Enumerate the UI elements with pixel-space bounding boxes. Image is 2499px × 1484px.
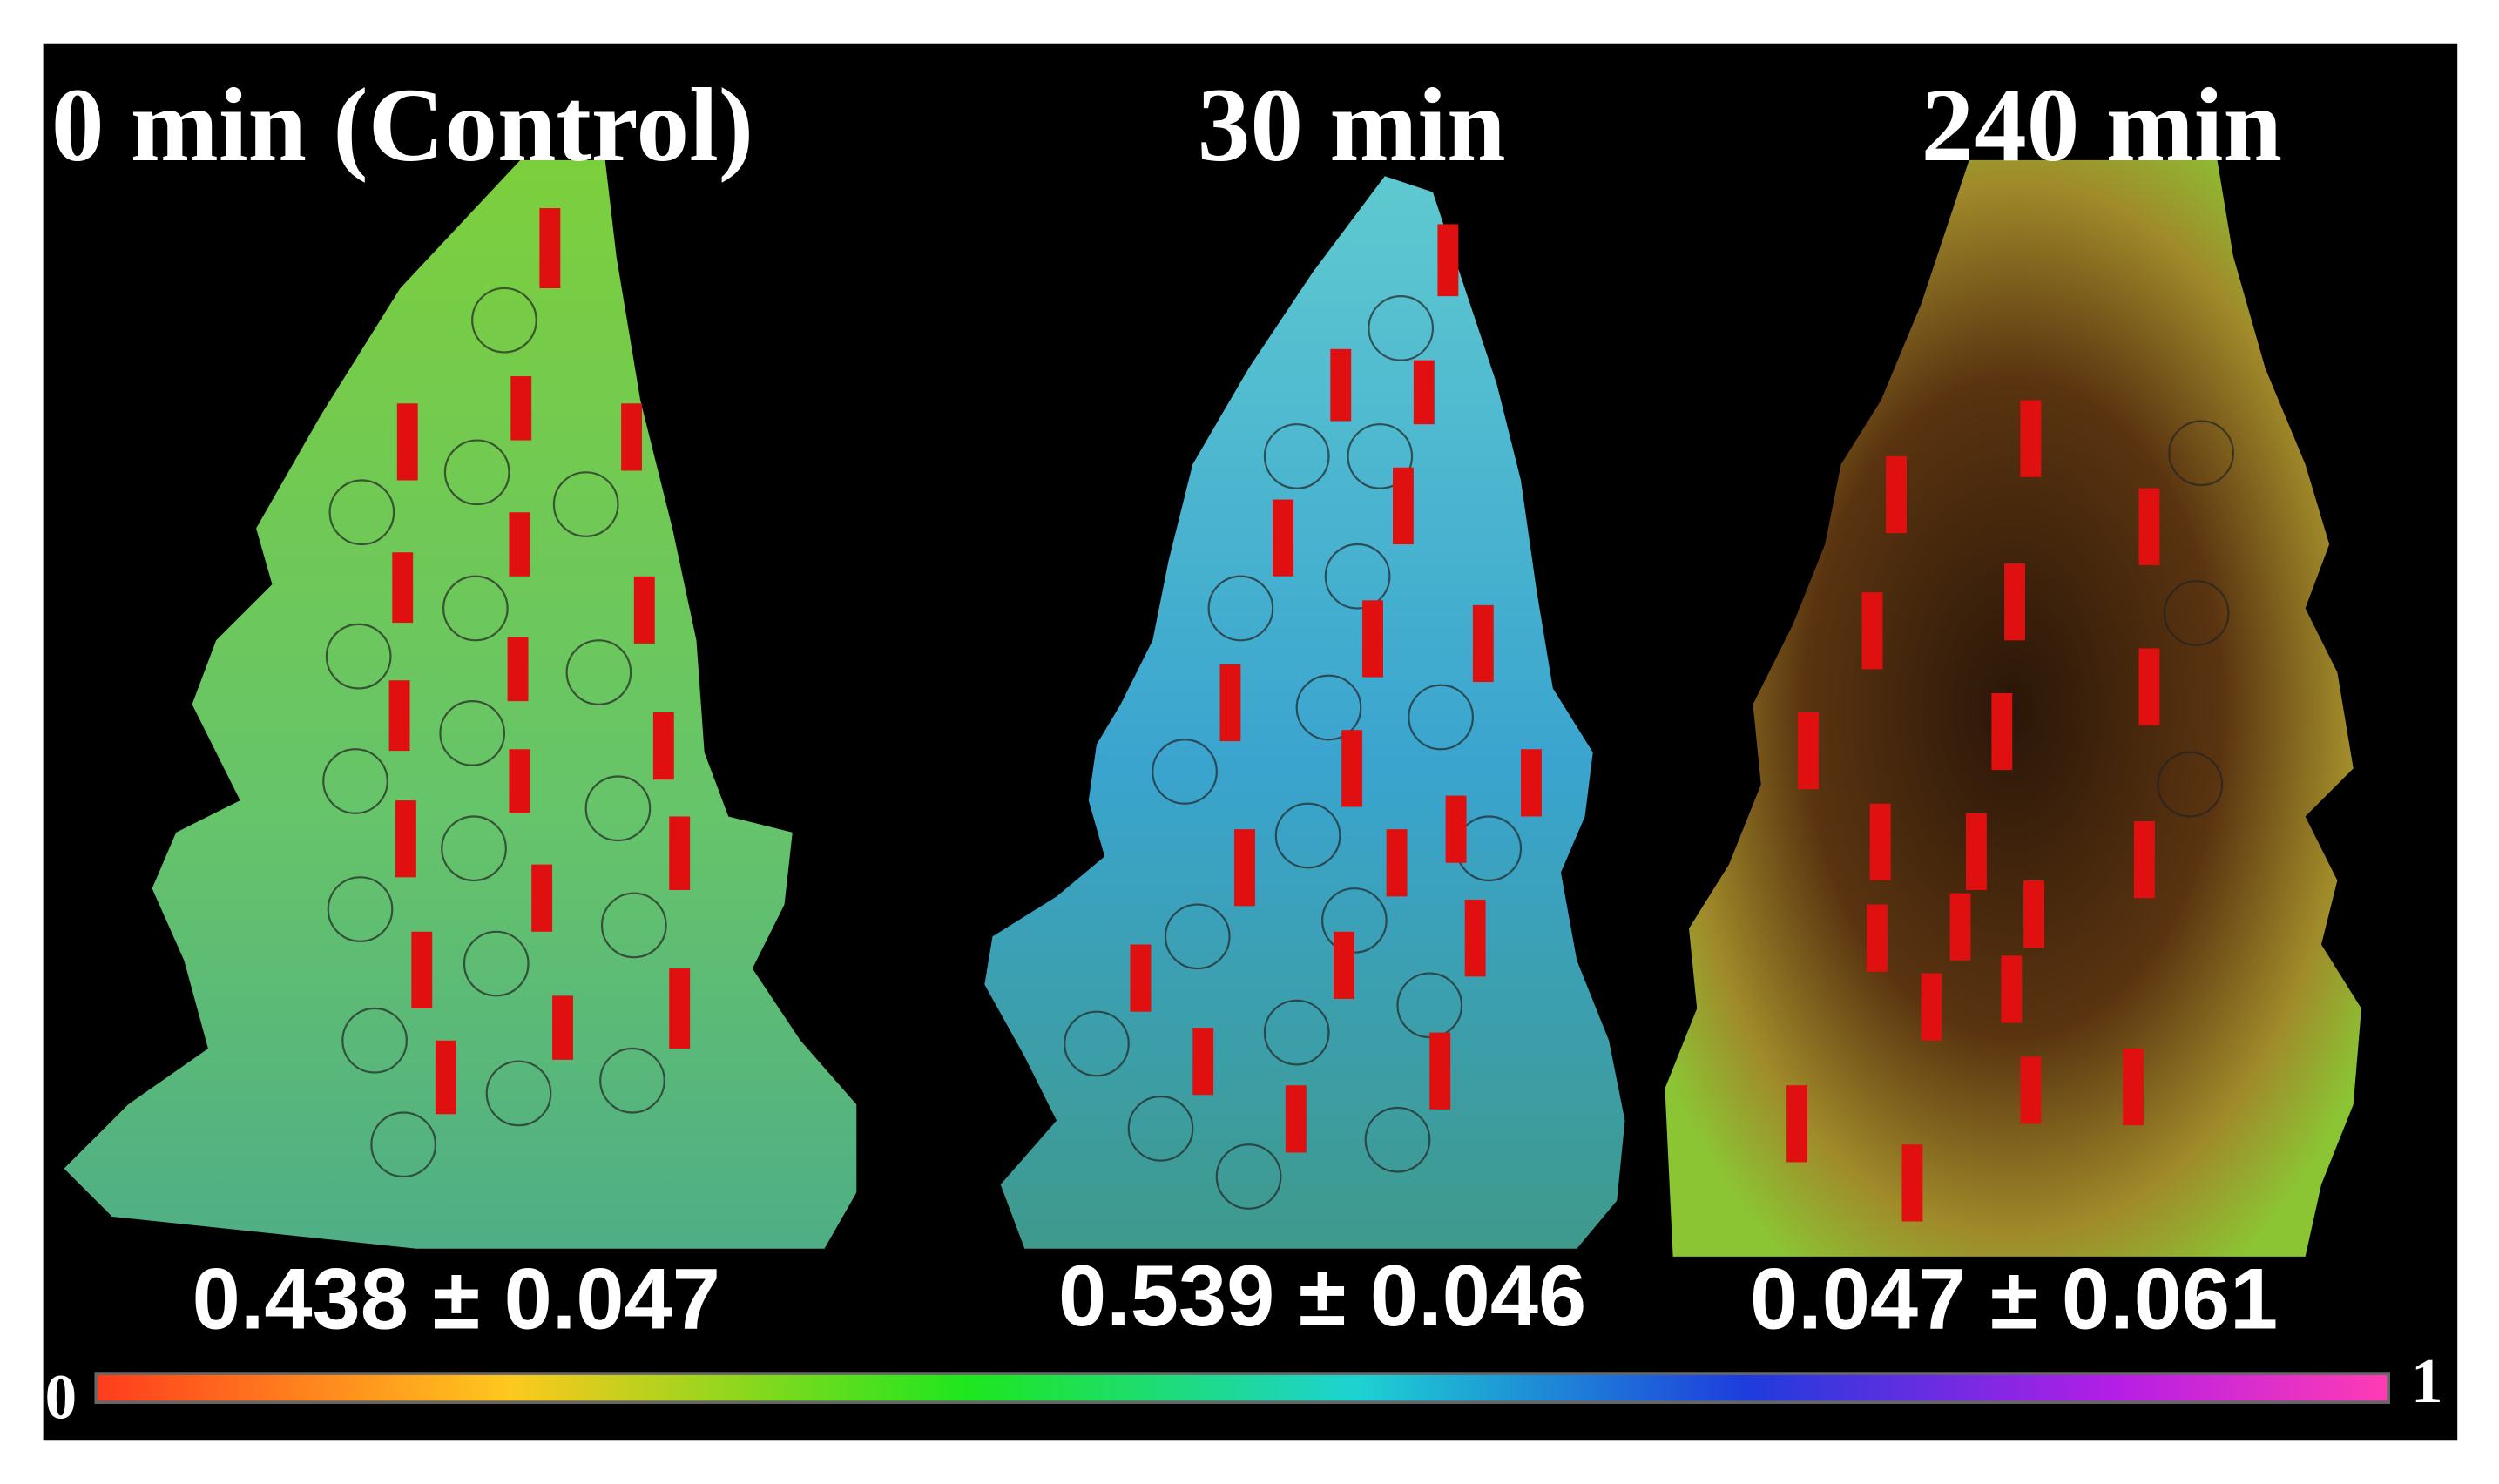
panel-value: 0.438 ± 0.047 xyxy=(192,1251,720,1348)
panel-value: 0.539 ± 0.046 xyxy=(1058,1248,1586,1345)
sample-tags xyxy=(388,208,2160,1222)
colorbar xyxy=(94,1372,2391,1404)
panel-title: 0 min (Control) xyxy=(51,67,753,184)
colorbar-min-label: 0 xyxy=(44,1361,77,1433)
leaf-240min xyxy=(1665,159,2361,1257)
panel-title: 240 min xyxy=(1922,67,2282,184)
panel-value: 0.047 ± 0.061 xyxy=(1750,1251,2278,1348)
panel-title: 30 min xyxy=(1198,67,1506,184)
colorbar-max-label: 1 xyxy=(2411,1345,2443,1416)
